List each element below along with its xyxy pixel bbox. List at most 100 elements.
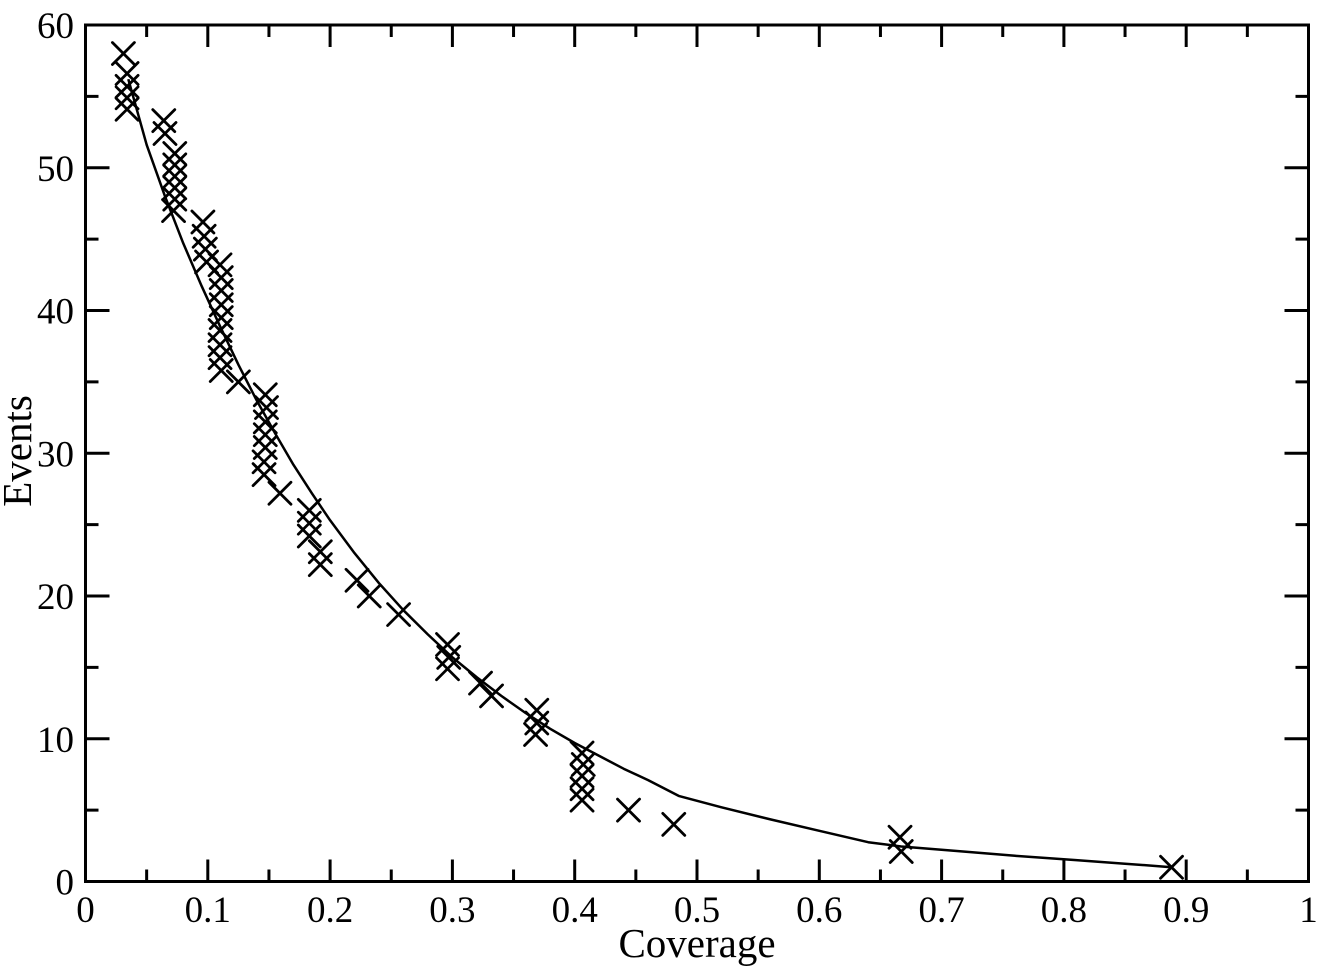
plot-frame	[84, 23, 1310, 883]
x-tick-label: 0.8	[1041, 890, 1087, 931]
marker-stroke	[888, 839, 914, 864]
y-tick-label: 20	[37, 577, 74, 618]
y-tick-label: 40	[37, 292, 74, 333]
marker-stroke	[435, 656, 460, 682]
marker-stroke	[344, 567, 370, 593]
data-point-marker	[524, 697, 550, 723]
marker-stroke	[307, 552, 333, 577]
x-tick-label: 0.5	[674, 890, 720, 931]
marker-stroke	[468, 670, 493, 696]
data-point-marker	[307, 552, 333, 577]
marker-stroke	[194, 249, 219, 275]
marker-stroke	[570, 752, 596, 777]
marker-stroke	[296, 523, 322, 549]
marker-stroke	[111, 41, 136, 66]
marker-stroke	[524, 710, 550, 736]
data-point-marker	[616, 797, 641, 823]
marker-stroke	[356, 583, 382, 609]
data-point-marker	[296, 510, 322, 536]
tick-labels: 0 0.1 0.2 0.3 0.4 0.5 0.6 0.7 0.8 0.9 101020304050…	[37, 6, 1318, 931]
marker-stroke	[569, 740, 595, 766]
data-point-marker	[344, 567, 370, 593]
data-point-marker	[208, 358, 234, 383]
marker-stroke	[162, 141, 188, 166]
y-tick-label: 0	[56, 863, 75, 904]
data-point-marker	[162, 152, 188, 178]
data-point-marker	[162, 175, 188, 201]
x-tick-label: 1	[1299, 890, 1318, 931]
marker-stroke	[114, 73, 140, 99]
data-point-marker	[111, 41, 136, 66]
marker-stroke	[162, 186, 188, 212]
marker-stroke	[267, 480, 293, 506]
y-tick-label: 50	[37, 149, 74, 190]
data-point-marker	[523, 722, 548, 747]
data-point-marker	[114, 73, 140, 99]
data-point-marker	[888, 839, 914, 864]
marker-stroke	[523, 722, 548, 747]
y-axis-label: Events	[0, 395, 40, 507]
data-point-marker	[225, 369, 251, 395]
marker-stroke	[151, 108, 177, 134]
data-point-marker	[208, 265, 234, 291]
data-point-marker	[267, 480, 293, 506]
marker-stroke	[161, 198, 186, 223]
marker-stroke	[569, 776, 595, 802]
marker-stroke	[192, 236, 218, 262]
x-tick-label: 0.2	[307, 890, 353, 931]
marker-stroke	[616, 797, 641, 823]
data-point-marker	[570, 752, 596, 777]
data-point-marker	[569, 776, 595, 802]
data-point-marker	[114, 61, 140, 86]
marker-stroke	[661, 812, 687, 837]
data-point-marker	[161, 198, 186, 223]
x-axis-label: Coverage	[618, 920, 775, 966]
data-point-marker	[386, 602, 411, 627]
data-point-marker	[569, 787, 595, 813]
marker-stroke	[1159, 854, 1184, 880]
y-tick-label: 60	[37, 6, 74, 47]
marker-stroke	[386, 602, 411, 627]
marker-stroke	[479, 683, 504, 709]
marker-stroke	[162, 152, 188, 178]
data-point-marker	[162, 141, 188, 166]
x-tick-label: 0.7	[918, 890, 964, 931]
data-series	[111, 41, 1184, 880]
y-tick-label: 10	[37, 720, 74, 761]
marker-stroke	[152, 121, 178, 146]
plot-border	[84, 23, 1310, 883]
x-tick-label: 0.6	[796, 890, 842, 931]
data-point-marker	[661, 812, 687, 837]
marker-stroke	[162, 163, 188, 189]
marker-stroke	[162, 175, 188, 201]
marker-stroke	[435, 632, 460, 657]
data-point-marker	[162, 163, 188, 189]
data-point-marker	[436, 644, 462, 670]
data-point-marker	[162, 186, 188, 212]
data-point-marker	[569, 740, 595, 766]
x-tick-label: 0.9	[1163, 890, 1209, 931]
data-point-marker	[251, 449, 277, 475]
x-tick-label: 0.4	[552, 890, 598, 931]
data-point-marker	[296, 523, 322, 549]
data-point-marker	[435, 656, 460, 682]
marker-stroke	[191, 223, 217, 249]
marker-stroke	[207, 345, 233, 371]
fit-curve	[127, 78, 1172, 869]
x-tick-label: 0.1	[185, 890, 231, 931]
data-point-marker	[479, 683, 504, 709]
marker-stroke	[208, 358, 234, 383]
marker-stroke	[436, 644, 462, 670]
marker-stroke	[225, 369, 251, 395]
data-point-marker	[1159, 854, 1184, 880]
data-point-marker	[307, 539, 333, 565]
data-point-marker	[152, 121, 178, 146]
y-tick-label: 30	[37, 434, 74, 475]
axis-ticks	[84, 23, 1310, 883]
x-tick-label: 0.3	[429, 890, 475, 931]
data-point-marker	[569, 763, 595, 789]
x-tick-label: 0	[76, 890, 95, 931]
marker-stroke	[251, 462, 277, 488]
